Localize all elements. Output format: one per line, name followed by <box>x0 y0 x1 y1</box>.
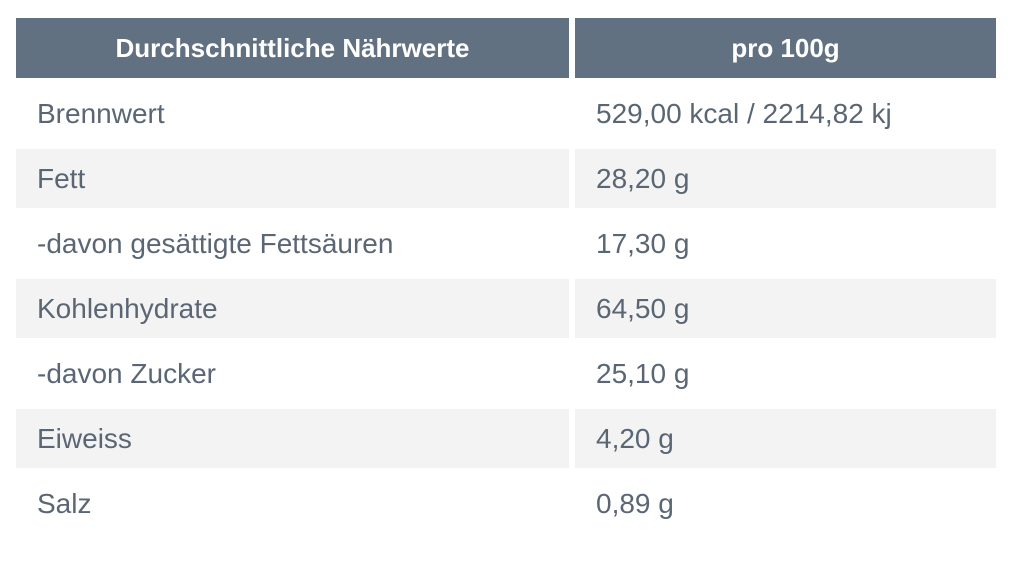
nutrient-label: Salz <box>37 487 92 519</box>
nutrient-label: -davon gesättigte Fettsäuren <box>37 227 394 259</box>
table-row: Fett 28,20 g <box>16 149 996 208</box>
nutrient-value: 25,10 g <box>596 357 690 389</box>
nutrient-label: Brennwert <box>37 97 165 129</box>
nutrient-label: Kohlenhydrate <box>16 279 569 338</box>
nutrient-value: 0,89 g <box>596 487 674 519</box>
nutrient-label: -davon Zucker <box>37 357 216 389</box>
table-row: -davon gesättigte Fettsäuren 17,30 g <box>16 214 996 273</box>
nutrient-label: Fett <box>16 149 569 208</box>
nutrient-value: 17,30 g <box>596 227 690 259</box>
table-row: Salz 0,89 g <box>16 474 996 533</box>
nutrient-label: Eiweiss <box>16 409 569 468</box>
table-row: Eiweiss 4,20 g <box>16 409 996 468</box>
nutrient-value: 4,20 g <box>575 409 996 468</box>
table-row: -davon Zucker 25,10 g <box>16 344 996 403</box>
nutrient-value: 64,50 g <box>575 279 996 338</box>
header-nutrient-column: Durchschnittliche Nährwerte <box>16 18 569 78</box>
nutrition-table: Durchschnittliche Nährwerte pro 100g Bre… <box>16 18 996 533</box>
nutrient-value: 529,00 kcal / 2214,82 kj <box>596 97 892 129</box>
nutrient-value: 28,20 g <box>575 149 996 208</box>
table-row: Kohlenhydrate 64,50 g <box>16 279 996 338</box>
header-per-100g-column: pro 100g <box>575 18 996 78</box>
table-header-row: Durchschnittliche Nährwerte pro 100g <box>16 18 996 78</box>
table-row: Brennwert 529,00 kcal / 2214,82 kj <box>16 84 996 143</box>
